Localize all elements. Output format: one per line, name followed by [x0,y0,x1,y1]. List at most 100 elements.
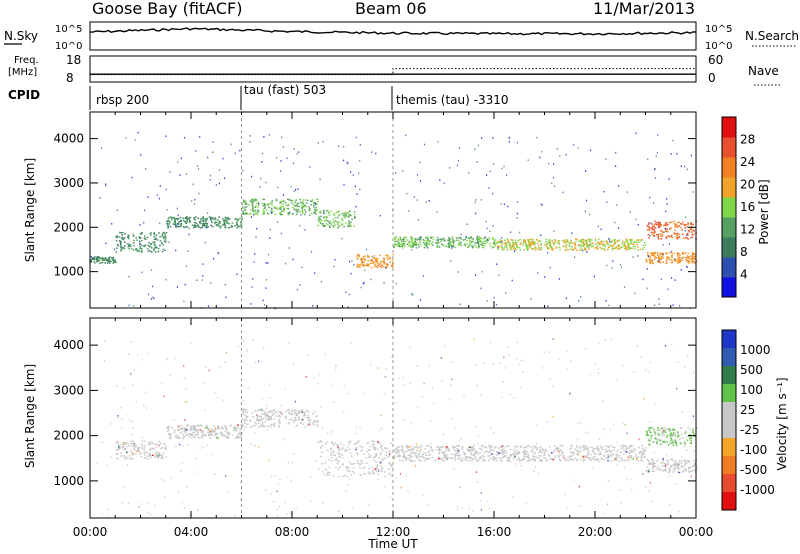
power-data-cell [292,204,295,206]
vel-data-cell [321,463,323,465]
vel-data-cell [650,435,653,437]
power-data-cell [654,252,656,254]
power-data-cell [121,234,124,236]
power-data-noise-cell [317,142,319,144]
vel-data-cell [222,428,224,430]
vel-data-cell [407,457,409,459]
vel-data-cell [465,460,468,462]
power-data-cell [127,234,130,237]
power-data-cell [383,263,386,265]
power-data-cell [459,236,461,239]
vel-data-noise-cell [359,426,361,429]
vel-data-noise-cell [522,360,525,362]
power-data-cell [150,242,153,245]
power-data-noise-cell [274,307,276,310]
power-data-cell [401,245,403,247]
vel-data-cell [526,460,528,462]
power-colorbar-title: Power [dB] [757,179,771,244]
vel-data-cell [678,459,681,462]
vel-data-cell [199,424,202,427]
power-data-noise-cell [686,234,688,236]
vel-data-cell [550,457,552,460]
power-data-cell [659,262,662,264]
vel-data-cell [193,425,196,427]
power-data-noise-cell [541,150,543,153]
vel-data-noise-cell [237,345,240,348]
vel-data-noise-cell [520,465,522,467]
power-data-cell [116,236,118,239]
vel-data-noise-cell [579,505,581,507]
vel-data-noise-cell [657,439,659,442]
vel-data-noise-cell [123,486,125,489]
vel-data-cell [649,440,651,442]
power-data-cell [671,257,673,259]
vel-data-cell [675,441,677,444]
vel-data-cell [640,454,643,456]
vel-data-cell [672,463,675,466]
vel-data-cell [597,446,599,448]
power-data-cell [122,248,124,250]
vel-data-cell [475,451,477,453]
vel-data-noise-cell [677,361,680,363]
power-data-cell [381,264,383,266]
vel-data-cell [467,450,470,452]
power-data-cell [299,198,301,201]
vel-data-cell [293,419,295,422]
vel-data-cell [648,428,650,431]
power-data-cell [365,264,367,267]
power-data-noise-cell [589,213,591,216]
vel-data-cell [459,458,462,461]
vel-data-cell [313,424,315,426]
vel-data-cell [658,434,661,436]
power-data-noise-cell [210,218,212,221]
power-data-cell [676,238,679,240]
vel-data-noise-cell [258,446,260,448]
vel-data-noise-cell [345,490,347,492]
vel-data-noise-cell [518,363,520,366]
vel-data-cell [196,430,198,432]
vel-data-cell [600,445,602,447]
vel-data-cell [513,451,516,454]
power-data-cell [448,240,450,242]
power-data-cell [653,228,656,230]
power-data-cell [522,242,525,244]
power-data-noise-cell [188,227,190,230]
vel-data-cell [235,429,238,432]
vel-data-cell [116,457,118,460]
vel-data-cell [245,416,247,418]
power-data-cell [507,240,510,242]
power-data-cell [207,226,209,228]
power-data-cell [360,258,362,260]
power-data-cell [501,247,503,249]
velocity-colorbar-swatch [722,366,736,385]
vel-data-cell [384,475,386,478]
vel-data-noise-cell [569,392,571,395]
vel-data-cell [594,459,597,461]
power-data-noise-cell [674,258,676,260]
power-data-noise-cell [364,269,366,272]
power-data-cell [112,260,115,263]
power-data-cell [120,243,122,245]
power-data-cell [139,237,141,239]
power-data-cell [249,200,252,202]
vel-data-cell [427,458,429,460]
power-data-cell [261,202,264,205]
power-data-cell [676,226,679,229]
vel-data-cell [263,410,265,412]
power-data-noise-cell [165,278,167,281]
vel-data-cell [216,428,219,430]
power-data-cell [320,222,322,225]
power-data-cell [582,239,585,241]
power-data-cell [668,235,671,238]
power-data-noise-cell [366,248,368,251]
power-data-cell [287,214,290,216]
vel-data-cell [676,436,679,438]
vel-data-cell [661,465,664,467]
power-data-cell [639,248,642,250]
vel-data-cell [485,446,488,449]
power-data-cell [132,249,135,251]
vel-data-cell [678,471,680,474]
vel-data-noise-cell [177,490,180,493]
power-data-cell [650,260,653,263]
power-data-cell [364,259,366,261]
